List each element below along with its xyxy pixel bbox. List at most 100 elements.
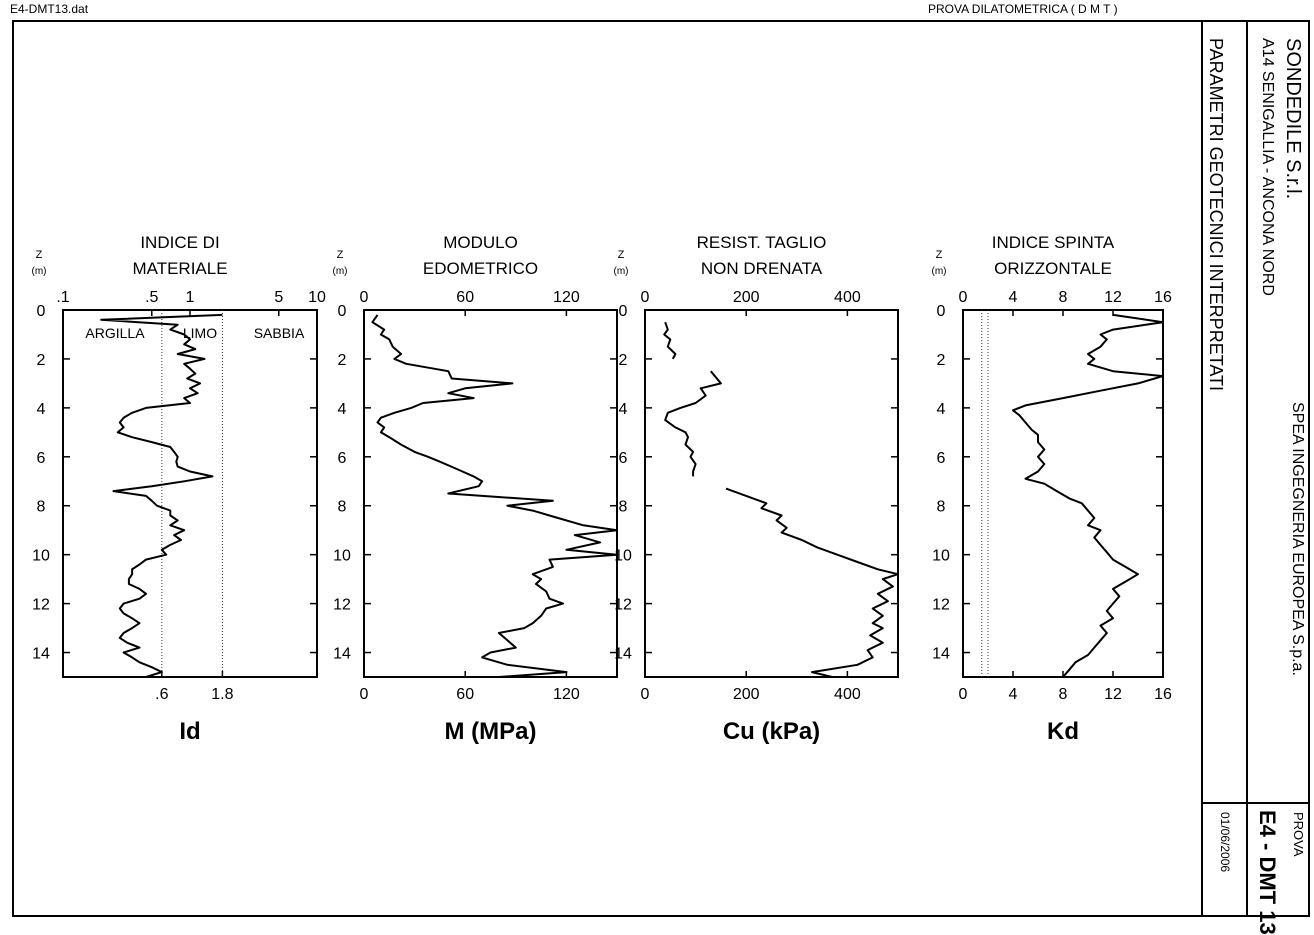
- x-bottom-tick-label: .6: [155, 686, 168, 703]
- file-name: E4-DMT13.dat: [10, 2, 89, 16]
- sidebar-divider-3: [1201, 802, 1308, 804]
- x-bottom-tick-label: 0: [641, 686, 650, 703]
- depth-tick-label: 0: [619, 303, 628, 320]
- plots-area: INDICE DI MATERIALE Z (m) 0 2 4 6 8 10 12 14 .1 .5 1 5 1…: [32, 233, 1173, 745]
- x-top-tick-label: 400: [834, 289, 861, 306]
- depth-tick-label: 0: [37, 303, 46, 320]
- depth-axis-unit-label-1: (m): [32, 266, 47, 277]
- depth-tick-label: 8: [338, 499, 347, 516]
- depth-tick-label: 4: [37, 401, 46, 418]
- sidebar-divider-2: [1246, 22, 1248, 915]
- plot-frame-2: [363, 309, 618, 678]
- chart-title-line2-1: MATERIALE: [132, 259, 227, 278]
- x-top-tick-label: 12: [1104, 289, 1122, 306]
- zone-label-sabbia: SABBIA: [254, 325, 305, 341]
- depth-tick-label: 0: [338, 303, 347, 320]
- depth-tick-label: 12: [333, 597, 351, 614]
- depth-tick-label: 6: [338, 450, 347, 467]
- client-name: SPEA INGEGNERIA EUROPEA S.p.a.: [1289, 402, 1306, 676]
- x-top-tick-label: 200: [733, 289, 760, 306]
- x-bottom-tick-label: 4: [1009, 686, 1018, 703]
- plot-frame-1: [62, 309, 318, 678]
- x-top-tick-label: 0: [641, 289, 650, 306]
- x-top-tick-label: 8: [1059, 289, 1068, 306]
- zone-label-limo: LIMO: [183, 325, 217, 341]
- sidebar-divider-1: [1201, 22, 1203, 915]
- x-axis-label-1: Id: [179, 718, 200, 745]
- x-bottom-tick-label: 8: [1059, 686, 1068, 703]
- x-bottom-tick-label: 16: [1154, 686, 1172, 703]
- chart-title-line1-4: INDICE SPINTA: [992, 233, 1115, 252]
- x-top-tick-label: 1: [186, 289, 195, 306]
- depth-tick-label: 14: [32, 646, 50, 663]
- x-top-tick-label: 5: [274, 289, 283, 306]
- x-bottom-tick-label: 0: [360, 686, 369, 703]
- depth-tick-label: 2: [619, 352, 628, 369]
- depth-tick-label: 10: [932, 548, 950, 565]
- chart-title-line1-2: MODULO: [443, 233, 518, 252]
- depth-axis-unit-label-2: (m): [333, 266, 348, 277]
- depth-tick-label: 4: [338, 401, 347, 418]
- test-date: 01/06/2006: [1218, 812, 1232, 873]
- plot-frame-4: [962, 309, 1164, 678]
- depth-tick-label: 4: [619, 401, 628, 418]
- data-series-line: [663, 321, 677, 360]
- depth-tick-label: 12: [32, 597, 50, 614]
- depth-tick-label: 10: [32, 548, 50, 565]
- x-top-tick-label: .1: [56, 289, 69, 306]
- depth-axis-unit-label-4: (m): [932, 266, 947, 277]
- depth-tick-label: 12: [614, 597, 632, 614]
- plot-frame-3: [644, 309, 899, 678]
- depth-tick-label: 8: [937, 499, 946, 516]
- chart-title-line2-3: NON DRENATA: [701, 259, 823, 278]
- depth-tick-label: 10: [333, 548, 351, 565]
- report-frame: INDICE DI MATERIALE Z (m) 0 2 4 6 8 10 12 14 .1 .5 1 5 1…: [12, 20, 1310, 935]
- x-top-tick-label: 120: [553, 289, 580, 306]
- chart-title-line2-2: EDOMETRICO: [423, 259, 538, 278]
- x-axis-label-4: Kd: [1047, 718, 1079, 745]
- depth-axis-z-label-4: Z: [936, 249, 943, 261]
- x-top-tick-label: 10: [308, 289, 326, 306]
- depth-axis-z-label-2: Z: [337, 249, 344, 261]
- depth-tick-label: 6: [619, 450, 628, 467]
- section-title: PARAMETRI GEOTECNICI INTERPRETATI: [1206, 38, 1226, 392]
- chart-title-line2-4: ORIZZONTALE: [994, 259, 1112, 278]
- depth-axis-unit-label-3: (m): [614, 266, 629, 277]
- x-top-tick-label: 4: [1009, 289, 1018, 306]
- depth-tick-label: 8: [619, 499, 628, 516]
- test-type: PROVA DILATOMETRICA ( D M T ): [928, 2, 1118, 16]
- company-name: SONDEDILE S.r.l.: [1282, 38, 1304, 200]
- x-top-tick-label: 16: [1154, 289, 1172, 306]
- depth-tick-label: 2: [937, 352, 946, 369]
- prova-id: E4 - DMT 13: [1255, 810, 1280, 935]
- depth-tick-label: 14: [932, 646, 950, 663]
- x-top-tick-label: 0: [959, 289, 968, 306]
- depth-tick-label: 4: [937, 401, 946, 418]
- depth-axis-z-label-3: Z: [618, 249, 625, 261]
- x-top-tick-label: 60: [456, 289, 474, 306]
- depth-tick-label: 10: [614, 548, 632, 565]
- x-bottom-tick-label: 400: [834, 686, 861, 703]
- depth-tick-label: 2: [338, 352, 347, 369]
- x-bottom-tick-label: 120: [553, 686, 580, 703]
- data-series-line: [1012, 313, 1164, 678]
- chart-title-line1-3: RESIST. TAGLIO: [697, 233, 827, 252]
- x-bottom-tick-label: 60: [456, 686, 474, 703]
- x-bottom-tick-label: 0: [959, 686, 968, 703]
- project-name: A14 SENIGALLIA - ANCONA NORD: [1259, 38, 1276, 296]
- depth-tick-label: 6: [37, 450, 46, 467]
- x-bottom-tick-label: 200: [733, 686, 760, 703]
- x-top-tick-label: .5: [145, 289, 158, 306]
- x-top-tick-label: 0: [360, 289, 369, 306]
- zone-label-argilla: ARGILLA: [85, 325, 145, 341]
- x-axis-label-2: M (MPa): [445, 718, 537, 745]
- depth-tick-label: 2: [37, 352, 46, 369]
- data-series-line: [100, 313, 223, 678]
- data-series-line: [664, 370, 722, 477]
- depth-tick-label: 14: [614, 646, 632, 663]
- depth-tick-label: 12: [932, 597, 950, 614]
- depth-tick-label: 0: [937, 303, 946, 320]
- prova-label: PROVA: [1291, 812, 1306, 857]
- depth-axis-z-label-1: Z: [36, 249, 43, 261]
- data-series-line: [371, 314, 618, 678]
